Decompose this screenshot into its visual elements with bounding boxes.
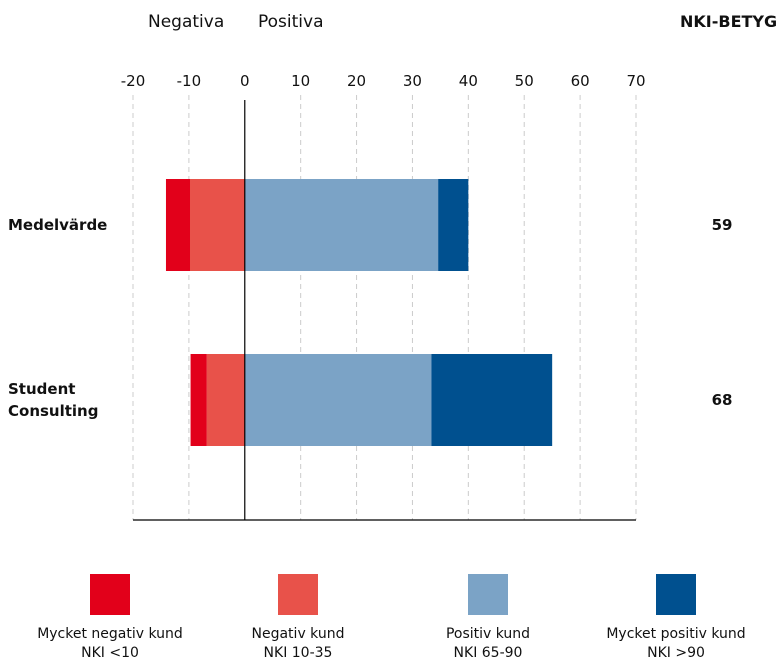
- category-label: Medelvärde: [8, 216, 108, 234]
- x-tick-label: 40: [458, 72, 478, 90]
- bar: [244, 179, 439, 271]
- score-value: 68: [711, 391, 733, 409]
- bar: [244, 354, 432, 446]
- x-tick-label: 0: [239, 72, 250, 90]
- legend-swatch: [656, 574, 696, 615]
- x-tick-label: 70: [626, 72, 646, 90]
- x-tick-label: 50: [514, 72, 534, 90]
- x-tick-label: 60: [570, 72, 590, 90]
- x-tick-label: 30: [402, 72, 422, 90]
- bar: [190, 354, 207, 446]
- bar: [190, 179, 245, 271]
- legend-label: Positiv kund: [445, 626, 531, 642]
- legend-label: Negativ kund: [251, 626, 345, 642]
- legend-range: NKI 65-90: [453, 645, 523, 661]
- x-tick-label: 10: [291, 72, 311, 90]
- legend-swatch: [468, 574, 508, 615]
- score-value: 59: [711, 216, 733, 234]
- bar: [431, 354, 553, 446]
- bar: [438, 179, 469, 271]
- legend-label: Mycket positiv kund: [606, 626, 746, 642]
- score-header: NKI-BETYG: [680, 12, 778, 31]
- x-tick-label: -10: [176, 72, 202, 90]
- legend-range: NKI 10-35: [263, 645, 333, 661]
- positive-label: Positiva: [258, 12, 324, 32]
- negative-label: Negativa: [148, 12, 225, 32]
- x-tick-label: 20: [347, 72, 367, 90]
- x-tick-label: -20: [120, 72, 146, 90]
- bar: [206, 354, 245, 446]
- category-label: Student Consulting: [8, 380, 99, 420]
- legend-range: NKI <10: [81, 645, 139, 661]
- legend-swatch: [90, 574, 130, 615]
- legend-swatch: [278, 574, 318, 615]
- legend-range: NKI >90: [647, 645, 705, 661]
- legend-label: Mycket negativ kund: [37, 626, 183, 642]
- bar: [165, 179, 191, 271]
